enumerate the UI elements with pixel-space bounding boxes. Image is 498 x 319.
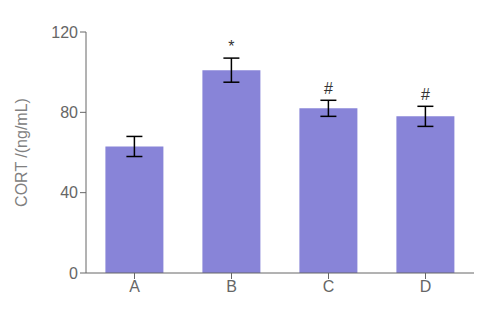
svg-text:40: 40: [60, 184, 78, 201]
svg-text:CORT /(ng/mL): CORT /(ng/mL): [13, 98, 30, 207]
svg-text:0: 0: [69, 265, 78, 282]
svg-text:C: C: [323, 278, 335, 295]
svg-text:B: B: [226, 278, 237, 295]
svg-text:#: #: [324, 80, 333, 97]
svg-text:#: #: [421, 86, 430, 103]
svg-text:80: 80: [60, 104, 78, 121]
svg-text:A: A: [129, 278, 140, 295]
svg-text:D: D: [420, 278, 432, 295]
svg-text:*: *: [228, 38, 234, 55]
svg-text:120: 120: [51, 24, 78, 41]
